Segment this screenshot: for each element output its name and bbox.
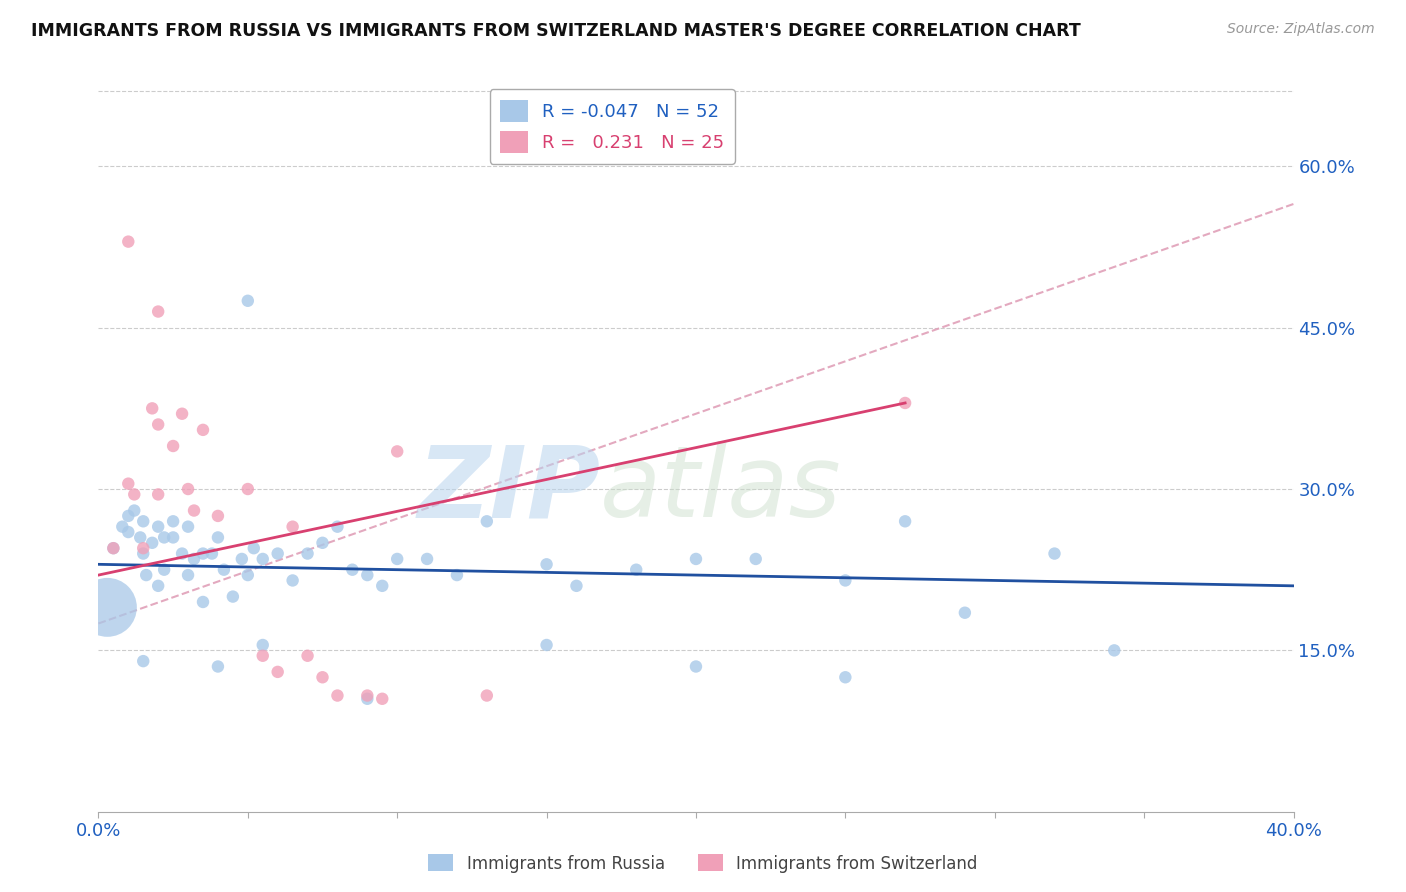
Text: atlas: atlas bbox=[600, 442, 842, 539]
Point bbox=[141, 401, 163, 416]
Point bbox=[252, 552, 274, 566]
Point bbox=[148, 417, 170, 432]
Point bbox=[183, 552, 205, 566]
Point bbox=[207, 530, 229, 544]
Point bbox=[1104, 643, 1126, 657]
Point bbox=[326, 519, 349, 533]
Point bbox=[356, 568, 378, 582]
Point bbox=[212, 563, 235, 577]
Point bbox=[326, 689, 349, 703]
Text: ZIP: ZIP bbox=[418, 442, 600, 539]
Point bbox=[177, 519, 200, 533]
Point bbox=[311, 670, 333, 684]
Point bbox=[222, 590, 245, 604]
Point bbox=[231, 552, 253, 566]
Point bbox=[685, 552, 707, 566]
Point bbox=[311, 536, 333, 550]
Point bbox=[894, 396, 917, 410]
Point bbox=[177, 568, 200, 582]
Point bbox=[243, 541, 266, 556]
Point bbox=[834, 574, 856, 588]
Point bbox=[117, 508, 139, 523]
Point bbox=[281, 519, 304, 533]
Point bbox=[267, 665, 290, 679]
Text: IMMIGRANTS FROM RUSSIA VS IMMIGRANTS FROM SWITZERLAND MASTER'S DEGREE CORRELATIO: IMMIGRANTS FROM RUSSIA VS IMMIGRANTS FRO… bbox=[31, 22, 1081, 40]
Point bbox=[117, 235, 139, 249]
Point bbox=[132, 541, 155, 556]
Point bbox=[191, 547, 214, 561]
Point bbox=[371, 579, 394, 593]
Text: Source: ZipAtlas.com: Source: ZipAtlas.com bbox=[1227, 22, 1375, 37]
Point bbox=[172, 407, 194, 421]
Point bbox=[356, 691, 378, 706]
Point bbox=[207, 659, 229, 673]
Point bbox=[191, 595, 214, 609]
Point bbox=[834, 670, 856, 684]
Point bbox=[342, 563, 364, 577]
Point bbox=[252, 648, 274, 663]
Point bbox=[124, 487, 146, 501]
Point bbox=[297, 648, 319, 663]
Point bbox=[153, 530, 176, 544]
Point bbox=[148, 304, 170, 318]
Point bbox=[1043, 547, 1066, 561]
Point bbox=[162, 530, 184, 544]
Point bbox=[162, 514, 184, 528]
Point bbox=[207, 508, 229, 523]
Point bbox=[177, 482, 200, 496]
Point bbox=[416, 552, 439, 566]
Point bbox=[103, 541, 125, 556]
Point bbox=[117, 524, 139, 539]
Point bbox=[132, 654, 155, 668]
Point bbox=[894, 514, 917, 528]
Point bbox=[135, 568, 157, 582]
Point bbox=[162, 439, 184, 453]
Point bbox=[103, 541, 125, 556]
Point bbox=[475, 689, 498, 703]
Point bbox=[236, 482, 259, 496]
Legend: Immigrants from Russia, Immigrants from Switzerland: Immigrants from Russia, Immigrants from … bbox=[422, 847, 984, 880]
Point bbox=[536, 638, 558, 652]
Point bbox=[356, 689, 378, 703]
Point bbox=[117, 476, 139, 491]
Point bbox=[385, 444, 409, 458]
Point bbox=[201, 547, 224, 561]
Point bbox=[111, 519, 134, 533]
Point bbox=[446, 568, 468, 582]
Point bbox=[124, 503, 146, 517]
Point bbox=[148, 487, 170, 501]
Point bbox=[626, 563, 648, 577]
Point bbox=[252, 638, 274, 652]
Point bbox=[297, 547, 319, 561]
Point bbox=[96, 600, 118, 615]
Point bbox=[148, 579, 170, 593]
Point bbox=[565, 579, 588, 593]
Point bbox=[236, 568, 259, 582]
Point bbox=[536, 558, 558, 572]
Point bbox=[685, 659, 707, 673]
Point bbox=[385, 552, 409, 566]
Point bbox=[183, 503, 205, 517]
Point bbox=[191, 423, 214, 437]
Point bbox=[281, 574, 304, 588]
Point bbox=[371, 691, 394, 706]
Point bbox=[132, 514, 155, 528]
Point bbox=[745, 552, 768, 566]
Legend: R = -0.047   N = 52, R =   0.231   N = 25: R = -0.047 N = 52, R = 0.231 N = 25 bbox=[489, 89, 735, 164]
Point bbox=[132, 547, 155, 561]
Point bbox=[267, 547, 290, 561]
Point bbox=[236, 293, 259, 308]
Point bbox=[172, 547, 194, 561]
Point bbox=[129, 530, 152, 544]
Point bbox=[148, 519, 170, 533]
Point bbox=[141, 536, 163, 550]
Point bbox=[475, 514, 498, 528]
Point bbox=[953, 606, 976, 620]
Point bbox=[153, 563, 176, 577]
